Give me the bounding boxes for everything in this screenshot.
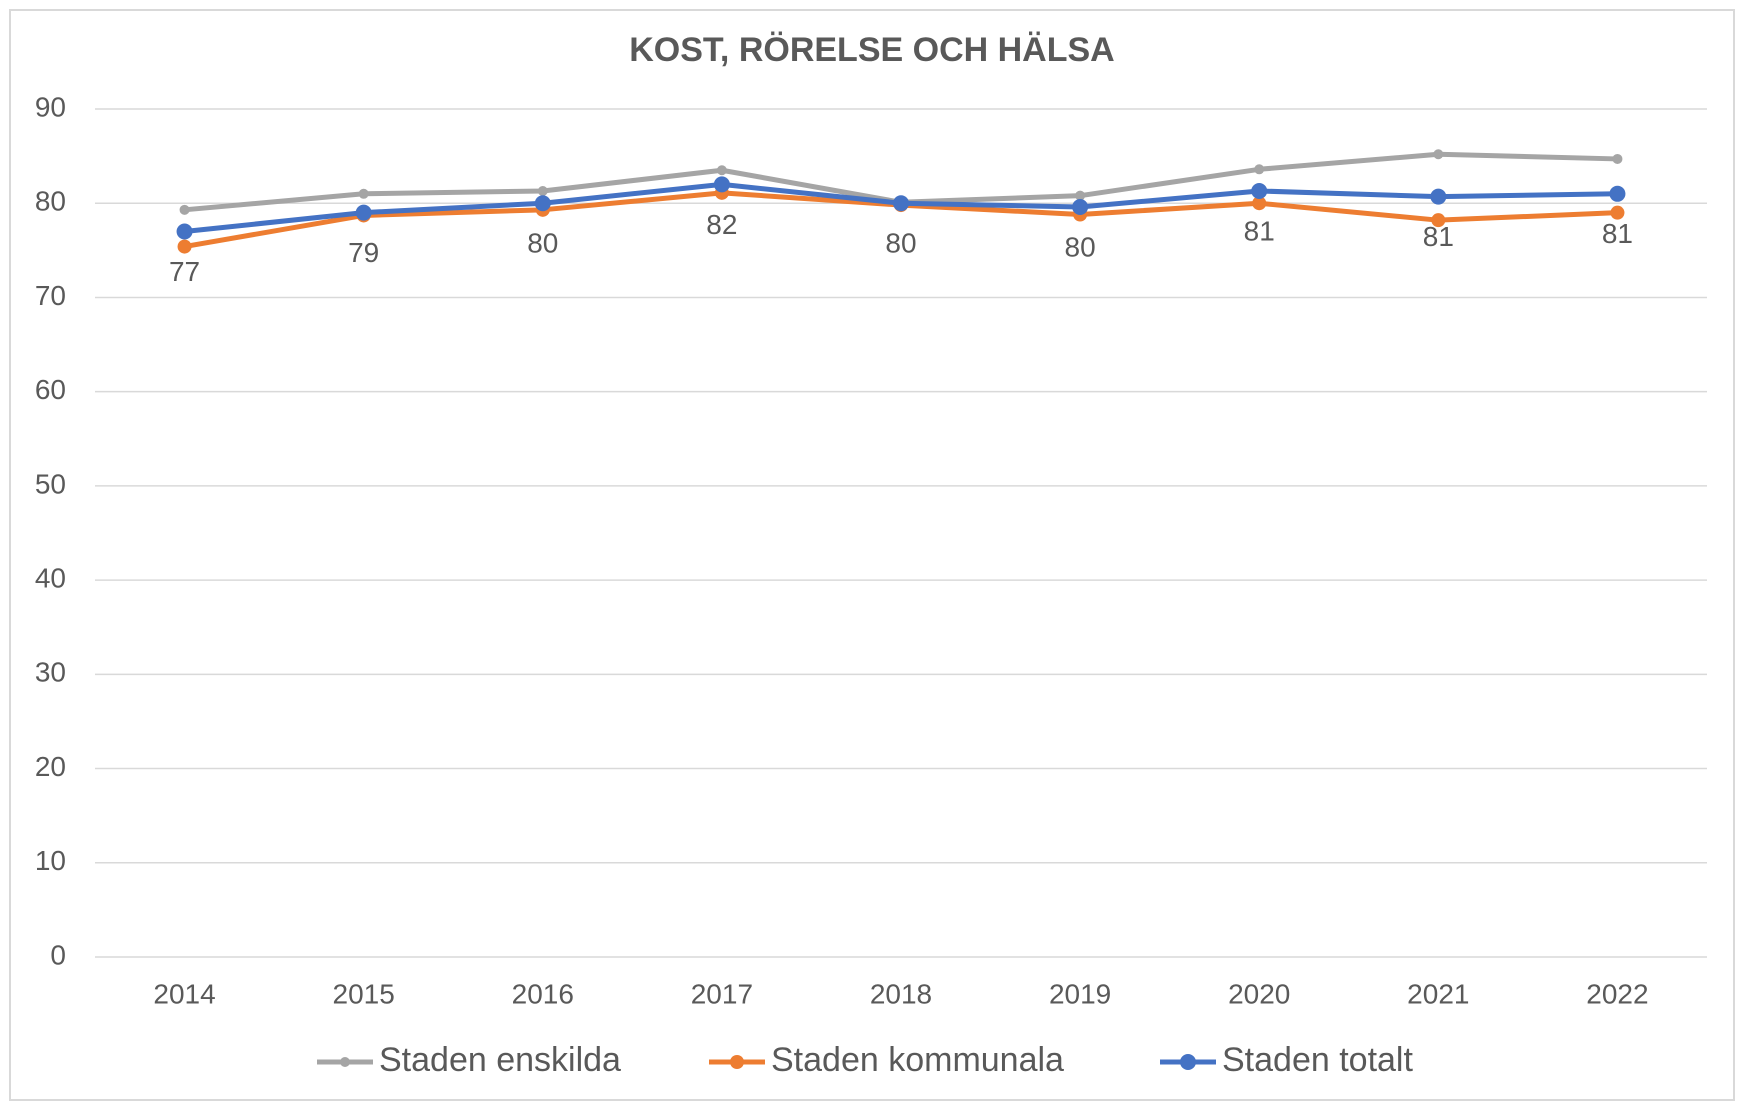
y-tick-label: 70: [35, 280, 66, 311]
y-tick-label: 0: [50, 939, 66, 970]
data-point: [358, 188, 369, 199]
data-label: 81: [1423, 221, 1454, 252]
data-point: [1251, 182, 1268, 199]
x-tick-label: 2019: [1049, 978, 1111, 1009]
y-tick-label: 20: [35, 751, 66, 782]
data-point: [893, 195, 909, 212]
x-tick-label: 2015: [333, 978, 395, 1009]
data-point: [537, 185, 548, 196]
data-label: 80: [885, 228, 916, 259]
y-tick-label: 90: [35, 91, 66, 122]
data-label: 80: [1065, 231, 1096, 262]
data-point: [1609, 185, 1626, 202]
data-label: 79: [348, 237, 379, 268]
data-label: 81: [1244, 215, 1275, 246]
data-label: 77: [169, 256, 200, 287]
x-tick-label: 2020: [1228, 978, 1290, 1009]
data-point: [177, 239, 192, 254]
data-point: [1430, 188, 1447, 205]
data-point: [713, 176, 730, 193]
y-tick-label: 80: [35, 186, 66, 217]
data-point: [716, 165, 727, 176]
x-tick-label: 2022: [1586, 978, 1648, 1009]
legend-marker: [340, 1057, 350, 1067]
x-tick-label: 2014: [153, 978, 215, 1009]
data-point: [1072, 198, 1089, 215]
chart-title: KOST, RÖRELSE OCH HÄLSA: [629, 31, 1114, 69]
data-point: [1610, 205, 1625, 220]
legend-label: Staden enskilda: [379, 1041, 621, 1079]
data-point: [1612, 153, 1623, 164]
data-point: [1431, 213, 1446, 228]
legend-marker: [730, 1055, 744, 1069]
data-label: 81: [1602, 218, 1633, 249]
y-tick-label: 10: [35, 845, 66, 876]
y-tick-label: 40: [35, 563, 66, 594]
x-tick-label: 2018: [870, 978, 932, 1009]
data-point: [534, 195, 551, 212]
data-point: [1252, 196, 1267, 211]
data-point: [176, 223, 193, 240]
x-tick-label: 2016: [512, 978, 574, 1009]
data-point: [179, 204, 190, 215]
y-tick-label: 30: [35, 657, 66, 688]
x-tick-label: 2017: [691, 978, 753, 1009]
legend-label: Staden totalt: [1222, 1041, 1413, 1079]
y-tick-label: 50: [35, 468, 66, 499]
data-point: [1433, 149, 1444, 160]
data-label: 82: [706, 209, 737, 240]
data-point: [1075, 190, 1086, 201]
legend-marker: [1180, 1054, 1196, 1070]
x-tick-label: 2021: [1407, 978, 1469, 1009]
y-tick-label: 60: [35, 374, 66, 405]
legend-label: Staden kommunala: [771, 1041, 1064, 1079]
data-label: 80: [527, 228, 558, 259]
chart-border: [9, 9, 1735, 1101]
data-point: [1254, 164, 1265, 175]
data-point: [355, 204, 372, 221]
